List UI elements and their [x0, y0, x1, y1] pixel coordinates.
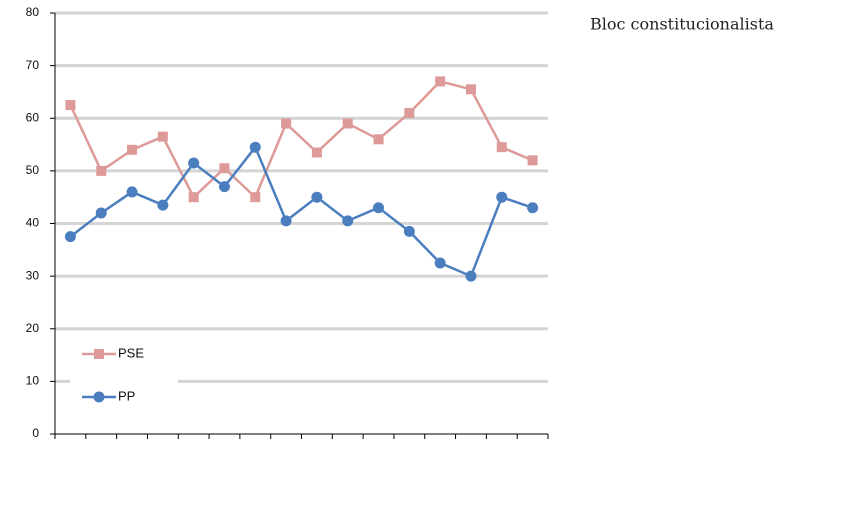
data-point — [465, 270, 477, 282]
chart-title: Bloc constitucionalista — [590, 15, 774, 34]
y-tick-label: 0 — [32, 426, 39, 440]
y-tick-label: 50 — [26, 163, 40, 177]
data-point — [95, 207, 107, 219]
data-point — [435, 76, 446, 87]
data-point — [219, 163, 230, 174]
data-point — [188, 192, 199, 203]
y-tick-label: 70 — [26, 58, 40, 72]
data-point — [281, 118, 292, 129]
y-tick-label: 20 — [26, 321, 40, 335]
data-point — [249, 141, 261, 153]
legend-box — [70, 335, 178, 415]
data-point — [373, 134, 384, 145]
legend-marker — [93, 391, 105, 403]
data-point — [65, 100, 76, 111]
data-point — [403, 225, 415, 237]
data-point — [64, 231, 76, 243]
data-point — [527, 155, 538, 166]
data-point — [496, 191, 508, 203]
y-tick-label: 30 — [26, 268, 40, 282]
data-point — [373, 202, 385, 214]
data-point — [311, 191, 323, 203]
data-point — [404, 107, 415, 118]
data-point — [527, 202, 539, 214]
data-point — [342, 118, 353, 129]
y-tick-label: 10 — [26, 374, 40, 388]
y-tick-label: 80 — [26, 5, 40, 19]
y-tick-label: 60 — [26, 110, 40, 124]
data-point — [465, 84, 476, 95]
y-tick-label: 40 — [26, 216, 40, 230]
data-point — [250, 192, 261, 203]
data-point — [311, 147, 322, 158]
data-point — [188, 157, 200, 169]
series-line — [69, 144, 533, 278]
data-point — [496, 142, 507, 153]
data-point — [127, 144, 138, 155]
data-point — [434, 257, 446, 269]
legend-marker — [94, 349, 104, 359]
data-point — [157, 131, 168, 142]
data-point — [126, 186, 138, 198]
legend-label: PSE — [118, 345, 144, 360]
data-point — [280, 215, 292, 227]
legend-label: PP — [118, 388, 135, 403]
data-point — [157, 199, 169, 211]
series-line — [69, 80, 534, 200]
data-point — [96, 165, 107, 176]
data-point — [342, 215, 354, 227]
data-point — [218, 181, 230, 193]
